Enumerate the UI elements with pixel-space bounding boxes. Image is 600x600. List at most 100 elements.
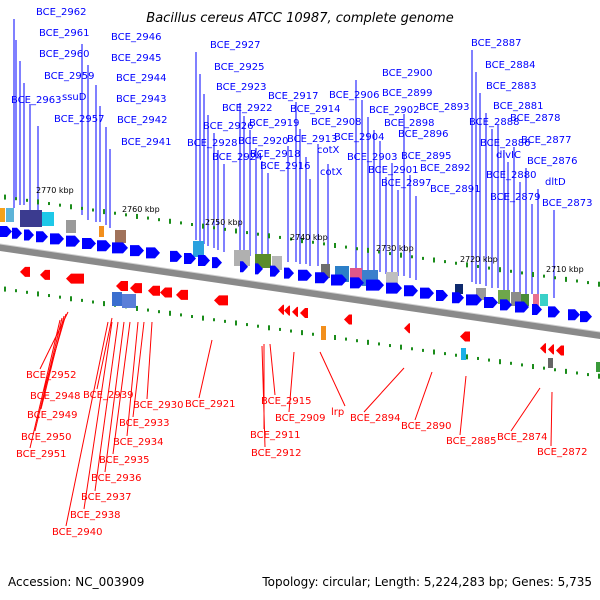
gene-label-plus[interactable]: BCE_2920	[238, 136, 288, 147]
gene-label-plus[interactable]: BCE_2893	[419, 102, 469, 113]
gene-label-plus[interactable]: BCE_2896	[398, 129, 448, 140]
gene-label-plus[interactable]: BCE_2904	[334, 132, 384, 143]
gene-label-plus[interactable]: BCE_2917	[268, 91, 318, 102]
gene-arrow	[40, 269, 50, 280]
gene-label-minus[interactable]: lrp	[331, 407, 344, 418]
gene-label-plus[interactable]: BCE_2898	[384, 118, 434, 129]
gene-label-minus[interactable]: BCE_2874	[497, 432, 547, 443]
gene-label-plus[interactable]: BCE_2876	[527, 156, 577, 167]
gene-arrow	[515, 301, 529, 313]
gene-label-plus[interactable]: BCE_2924	[212, 152, 262, 163]
gene-label-plus[interactable]: BCE_2878	[510, 113, 560, 124]
gene-label-minus[interactable]: BCE_2936	[91, 473, 141, 484]
gene-label-plus[interactable]: BCE_2879	[490, 192, 540, 203]
gene-label-plus[interactable]: ssuD	[62, 92, 87, 103]
gene-label-minus[interactable]: BCE_2872	[537, 447, 587, 458]
gene-label-minus[interactable]: BCE_2948	[30, 391, 80, 402]
gene-label-plus[interactable]: BCE_2891	[430, 184, 480, 195]
gene-label-plus[interactable]: BCE_2900	[382, 68, 432, 79]
gene-label-plus[interactable]: BCE_2959	[44, 71, 94, 82]
gene-label-plus[interactable]: BCE_2877	[521, 135, 571, 146]
gene-arrow	[466, 294, 482, 306]
gene-label-plus[interactable]: BCE_2901	[368, 165, 418, 176]
gene-label-plus[interactable]: BCE_2925	[214, 62, 264, 73]
gene-label-minus[interactable]: BCE_2909	[275, 413, 325, 424]
gene-label-plus[interactable]: BCE_2944	[116, 73, 166, 84]
gene-label-plus[interactable]: cotX	[320, 167, 343, 178]
gene-label-minus[interactable]: BCE_2915	[261, 396, 311, 407]
gene-label-plus[interactable]: BCE_2922	[222, 103, 272, 114]
gene-label-plus[interactable]: BCE_2928	[187, 138, 237, 149]
gene-label-plus[interactable]: BCE_2963	[11, 95, 61, 106]
gene-label-plus[interactable]: BCE_2945	[111, 53, 161, 64]
leader-line-minus	[96, 317, 113, 390]
gene-label-plus[interactable]: BCE_2887	[471, 38, 521, 49]
gene-label-plus[interactable]: BCE_2888	[469, 117, 519, 128]
gene-label-plus[interactable]: BCE_2942	[117, 115, 167, 126]
gene-label-plus[interactable]: BCE_2908	[311, 117, 361, 128]
gene-label-minus[interactable]: BCE_2938	[70, 510, 120, 521]
gene-label-plus[interactable]: BCE_2892	[420, 163, 470, 174]
gene-label-plus[interactable]: BCE_2926	[203, 121, 253, 132]
gene-label-plus[interactable]: BCE_2957	[54, 114, 104, 125]
gene-label-plus[interactable]: BCE_2946	[111, 32, 161, 43]
gene-label-plus[interactable]: BCE_2914	[290, 104, 340, 115]
gene-arrow	[540, 343, 546, 354]
ruler-tick-bottom	[257, 324, 259, 328]
gene-arrows	[0, 226, 592, 356]
gene-arrow	[344, 314, 352, 325]
gene-label-plus[interactable]: BCE_2962	[36, 7, 86, 18]
gene-label-plus[interactable]: BCE_2961	[39, 28, 89, 39]
gene-label-minus[interactable]: BCE_2935	[99, 455, 149, 466]
gene-label-plus[interactable]: BCE_2927	[210, 40, 260, 51]
gene-label-plus[interactable]: BCE_2960	[39, 49, 89, 60]
gene-arrow	[331, 274, 347, 286]
gene-label-minus[interactable]: BCE_2940	[52, 527, 102, 538]
gene-arrow	[452, 292, 464, 304]
gene-label-minus[interactable]: BCE_2930	[133, 400, 183, 411]
gene-label-plus[interactable]: BCE_2923	[216, 82, 266, 93]
gene-label-plus[interactable]: BCE_2886	[480, 138, 530, 149]
gene-label-minus[interactable]: BCE_2921	[185, 399, 235, 410]
gene-label-minus[interactable]: BCE_2885	[446, 436, 496, 447]
gene-label-plus[interactable]: BCE_2943	[116, 94, 166, 105]
gene-label-plus[interactable]: BCE_2881	[493, 101, 543, 112]
gene-arrow	[116, 281, 128, 292]
gene-arrow	[12, 227, 22, 239]
ruler-tick-top	[15, 197, 17, 201]
ruler-tick-top	[521, 271, 523, 275]
gene-label-plus[interactable]: BCE_2895	[401, 151, 451, 162]
gene-label-minus[interactable]: BCE_2939	[83, 390, 133, 401]
gene-label-minus[interactable]: BCE_2890	[401, 421, 451, 432]
gene-label-plus[interactable]: BCE_2903	[347, 152, 397, 163]
gene-label-minus[interactable]: BCE_2912	[251, 448, 301, 459]
gene-label-plus[interactable]: dltD	[545, 177, 566, 188]
gene-label-plus[interactable]: BCE_2902	[369, 105, 419, 116]
gene-label-plus[interactable]: BCE_2899	[382, 88, 432, 99]
gene-label-plus[interactable]: BCE_2916	[260, 161, 310, 172]
gene-label-plus[interactable]: BCE_2883	[486, 81, 536, 92]
gene-label-plus[interactable]: BCE_2873	[542, 198, 592, 209]
leader-line-minus	[94, 321, 119, 492]
gene-label-minus[interactable]: BCE_2911	[250, 430, 300, 441]
ruler-tick-bottom	[290, 329, 292, 333]
gene-label-plus[interactable]: cotX	[317, 145, 340, 156]
gene-label-minus[interactable]: BCE_2949	[27, 410, 77, 421]
gene-label-plus[interactable]: BCE_2941	[121, 137, 171, 148]
gene-label-plus[interactable]: BCE_2919	[249, 118, 299, 129]
gene-label-plus[interactable]: divIC	[496, 150, 521, 161]
gene-label-plus[interactable]: BCE_2918	[250, 149, 300, 160]
gene-label-minus[interactable]: BCE_2894	[350, 413, 400, 424]
gene-label-plus[interactable]: BCE_2906	[329, 90, 379, 101]
gene-label-minus[interactable]: BCE_2937	[81, 492, 131, 503]
gene-label-minus[interactable]: BCE_2933	[119, 418, 169, 429]
gene-label-plus[interactable]: BCE_2897	[381, 178, 431, 189]
gene-label-plus[interactable]: BCE_2913	[287, 134, 337, 145]
gene-label-plus[interactable]: BCE_2880	[486, 170, 536, 181]
ruler-tick-bottom	[433, 349, 435, 355]
gene-label-minus[interactable]: BCE_2951	[16, 449, 66, 460]
gene-label-plus[interactable]: BCE_2884	[485, 60, 535, 71]
gene-label-minus[interactable]: BCE_2934	[113, 437, 163, 448]
gene-label-minus[interactable]: BCE_2952	[26, 370, 76, 381]
gene-label-minus[interactable]: BCE_2950	[21, 432, 71, 443]
